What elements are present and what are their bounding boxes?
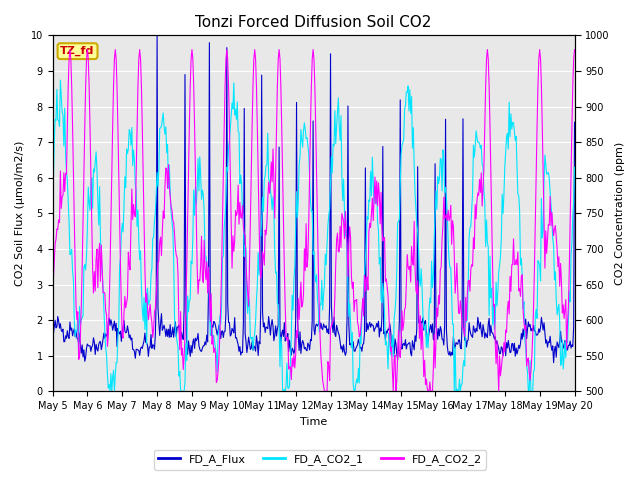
Y-axis label: CO2 Soil Flux (μmol/m2/s): CO2 Soil Flux (μmol/m2/s) (15, 141, 25, 286)
Y-axis label: CO2 Concentration (ppm): CO2 Concentration (ppm) (615, 142, 625, 285)
Title: Tonzi Forced Diffusion Soil CO2: Tonzi Forced Diffusion Soil CO2 (195, 15, 432, 30)
Legend: FD_A_Flux, FD_A_CO2_1, FD_A_CO2_2: FD_A_Flux, FD_A_CO2_1, FD_A_CO2_2 (154, 450, 486, 469)
X-axis label: Time: Time (300, 417, 327, 427)
Text: TZ_fd: TZ_fd (60, 46, 95, 56)
